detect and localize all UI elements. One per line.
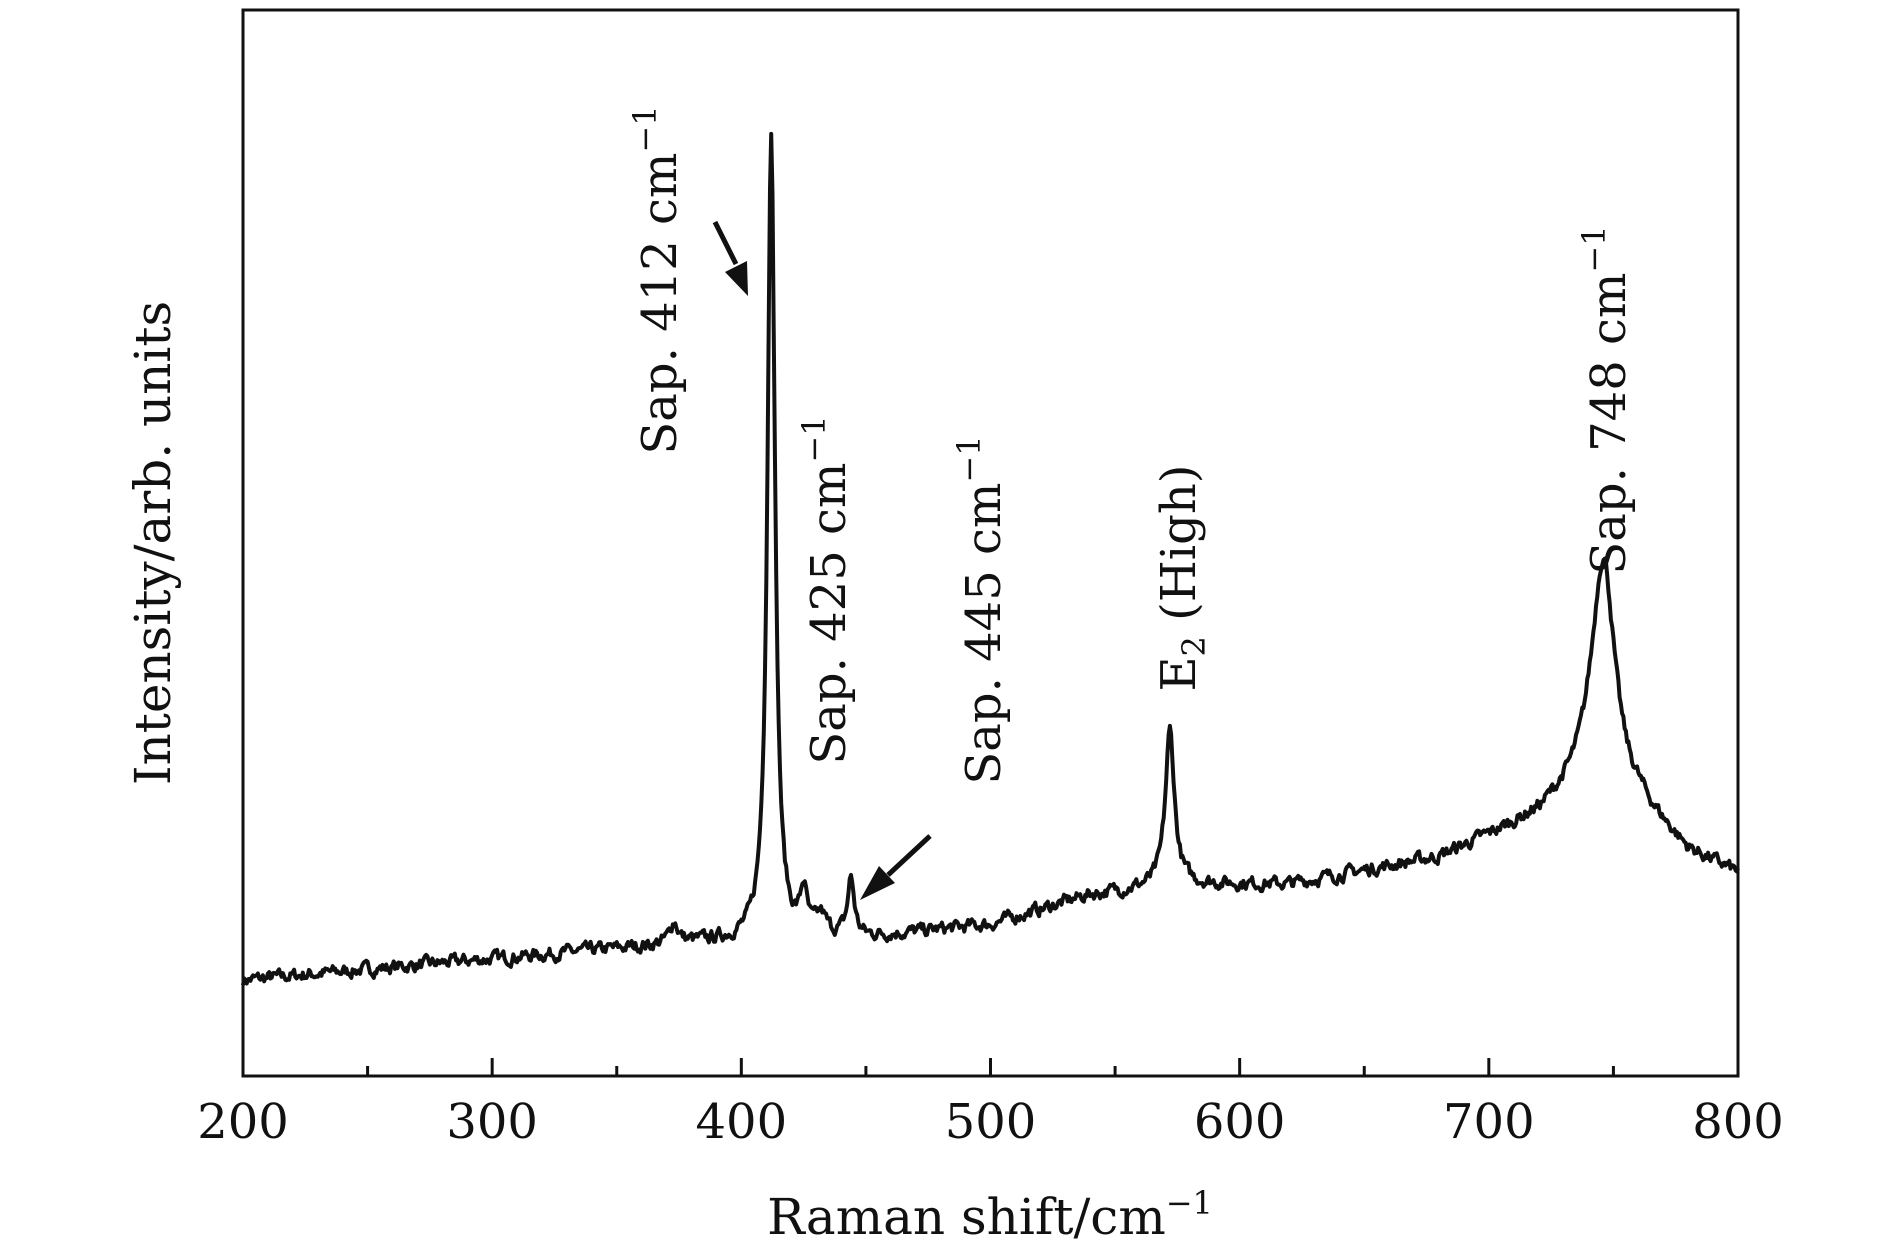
arrow-sap-445: [860, 834, 932, 900]
x-axis-ticks: [241, 1058, 1740, 1076]
x-tick-label: 600: [1194, 1094, 1286, 1150]
annotation-sap-412: Sap. 412 cm−1: [626, 105, 688, 454]
annotation-e2-high: E2 (High): [1151, 465, 1213, 692]
x-tick-label: 700: [1443, 1094, 1535, 1150]
x-tick-label: 300: [446, 1094, 538, 1150]
x-tick-label: 400: [696, 1094, 788, 1150]
annotation-sap-425: Sap. 425 cm−1: [795, 415, 857, 764]
x-axis-tick-labels: 200 300 400 500 600 700 800: [197, 1094, 1784, 1150]
annotation-sap-748: Sap. 748 cm−1: [1575, 225, 1637, 574]
x-axis-title: Raman shift/cm−1: [767, 1184, 1213, 1246]
x-tick-label: 200: [197, 1094, 289, 1150]
x-tick-label: 800: [1692, 1094, 1784, 1150]
x-tick-label: 500: [945, 1094, 1037, 1150]
annotation-sap-445: Sap. 445 cm−1: [950, 435, 1012, 784]
arrow-sap-412: [712, 220, 748, 296]
spectrum-line: [241, 131, 1740, 986]
y-axis-title: Intensity/arb. units: [124, 301, 182, 785]
